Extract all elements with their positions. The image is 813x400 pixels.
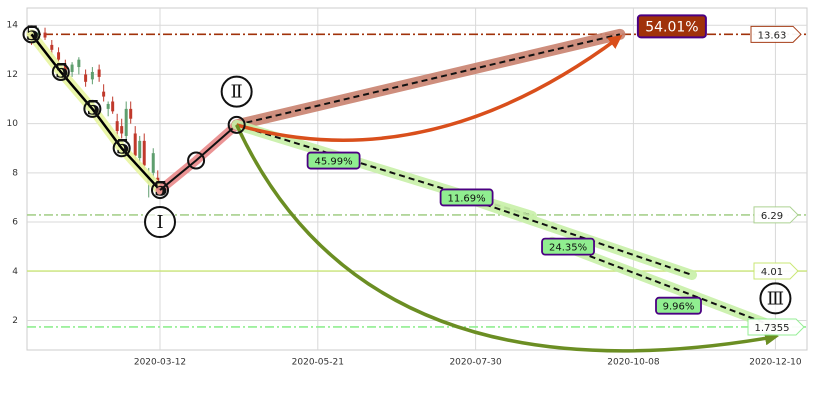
wave-marker-label: 5 [55, 58, 69, 82]
segment-pct-box [439, 188, 494, 207]
pivot-label: Ⅰ [156, 212, 163, 233]
candle-body [97, 69, 101, 77]
y-tick-label: 2 [12, 316, 18, 326]
segment-pct-box [541, 237, 595, 256]
y-tick-label: 12 [7, 70, 18, 80]
candle-body [57, 52, 61, 60]
rise-marker-ring [187, 151, 206, 170]
candle-body [129, 108, 133, 119]
segment-pct-label: 9.96% [663, 302, 695, 313]
candle-body [50, 44, 54, 50]
x-tick-label: 2020-10-08 [607, 358, 660, 368]
level-tag-label: 6.29 [761, 211, 783, 222]
candle-body [70, 64, 74, 72]
target-up-arrow [236, 34, 623, 143]
axis-ticks: 2 4 6 8 10 12 14 2020-03-12 2020-05-21 2020-07-30… [7, 21, 802, 368]
candle-body [133, 133, 137, 156]
level-tag-label: 1.7355 [755, 323, 790, 334]
candle-body [115, 121, 119, 132]
candle-body [84, 74, 88, 82]
target-pct-label: 54.01% [645, 19, 698, 35]
x-tick-label: 2020-07-30 [449, 358, 502, 368]
target-up-line [236, 33, 621, 126]
wave-marker-ring [51, 62, 70, 81]
x-tick-label: 2020-12-10 [749, 358, 802, 368]
x-tick-label: 2020-05-21 [292, 358, 344, 368]
wave-line [30, 33, 161, 191]
annotation-labels: 55555ⅠⅡⅢ45.99%11.69%24.35%9.96%54.01%13.… [26, 14, 805, 336]
rise-line [159, 124, 238, 191]
candle-body [43, 32, 47, 38]
pivot-circle [220, 75, 253, 108]
wave-marker-label: 5 [154, 177, 168, 201]
candle-body [63, 64, 67, 75]
level-tag-label: 4.01 [761, 267, 783, 278]
target-down-arrow [235, 124, 779, 353]
candle-body [77, 59, 81, 68]
candle-body [120, 126, 124, 134]
wave-marker-ring [83, 99, 102, 118]
level-tag-box [747, 318, 805, 336]
y-tick-label: 8 [12, 168, 18, 178]
level-tag-box [753, 206, 799, 224]
wave-marker-label: 5 [26, 21, 40, 45]
bear-halo [547, 236, 781, 332]
segment-pct-label: 11.69% [448, 193, 486, 204]
level-tag-label: 13.63 [758, 30, 787, 41]
candle-body [124, 108, 128, 136]
y-tick-label: 4 [12, 267, 18, 277]
segment-pct-box [306, 151, 361, 170]
segment-pct-label: 24.35% [549, 243, 587, 254]
wave-marker-ring [22, 25, 41, 44]
candle-body [138, 140, 142, 159]
y-tick-label: 10 [7, 119, 19, 129]
candle-body [111, 101, 115, 112]
segment-pct-box [655, 296, 702, 315]
segment-pct-label: 45.99% [315, 157, 353, 168]
pivot-ring [227, 115, 246, 134]
x-tick-label: 2020-03-12 [134, 358, 186, 368]
candle-body [102, 91, 106, 97]
pivot-circle [759, 282, 792, 315]
level-tag-box [753, 262, 799, 280]
wave-marker-ring [112, 139, 131, 158]
wave-marker-label: 5 [116, 135, 130, 159]
candle-body [106, 103, 110, 109]
target-pct-box [636, 14, 707, 39]
pivot-label: Ⅲ [767, 288, 784, 309]
pivot-circle [144, 206, 177, 239]
wave-marker-label: 5 [86, 95, 100, 119]
pivot-label: Ⅱ [231, 82, 243, 103]
level-tag-box [750, 25, 802, 43]
y-tick-label: 14 [7, 21, 19, 31]
y-tick-label: 6 [12, 218, 18, 228]
candle-body [142, 140, 146, 166]
bear-line [236, 123, 533, 217]
candle-body [151, 153, 155, 173]
candle-body [90, 71, 94, 80]
wave-marker-ring [151, 181, 170, 200]
